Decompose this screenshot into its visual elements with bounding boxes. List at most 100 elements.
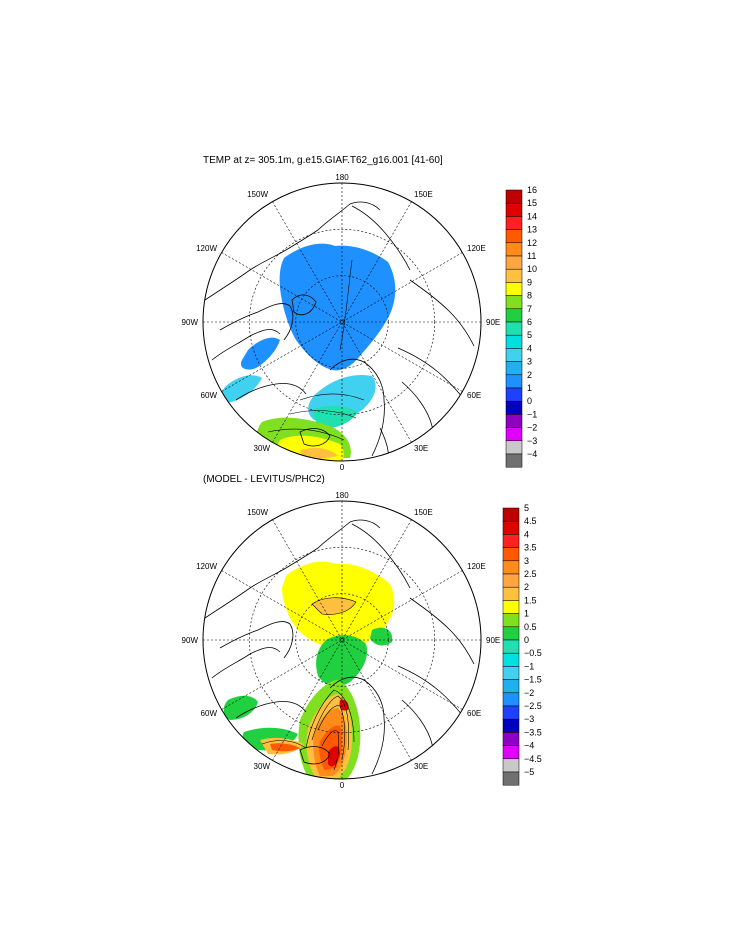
colorbar-swatch (502, 718, 520, 733)
colorbar-tick-label: 2.5 (524, 569, 537, 579)
colorbar-tick-label: 3 (527, 357, 532, 367)
colorbar-swatch (505, 348, 523, 362)
colorbar-swatch (502, 758, 520, 773)
lon-label-60e: 60E (467, 709, 481, 718)
colorbar-tick-label: −2 (527, 423, 537, 433)
colorbar-swatch (505, 255, 523, 270)
panel-2-title: (MODEL - LEVITUS/PHC2) (203, 474, 325, 485)
colorbar-tick-label: 1 (527, 383, 532, 393)
colorbar-tick-label: −4 (524, 741, 534, 751)
coastlines-1 (204, 201, 475, 461)
lon-label-30e: 30E (414, 762, 428, 771)
lon-label-0: 0 (340, 463, 345, 472)
panel-1-title: TEMP at z= 305.1m, g.e15.GIAF.T62_g16.00… (203, 155, 443, 166)
colorbar-tick-label: −3 (527, 436, 537, 446)
lon-label-150e: 150E (414, 190, 433, 199)
colorbar-swatch (502, 771, 520, 786)
lon-label-60e: 60E (467, 391, 481, 400)
colorbar-swatch (505, 400, 523, 415)
colorbar-swatch (502, 679, 520, 694)
colorbar-tick-label: 3.5 (524, 543, 537, 553)
colorbar-swatch (505, 387, 523, 402)
colorbar-tick-label: 7 (527, 304, 532, 314)
lon-label-150w: 150W (247, 190, 268, 199)
lon-label-120w: 120W (196, 562, 217, 571)
colorbar-swatch (505, 361, 523, 376)
lon-label-60w: 60W (201, 391, 218, 400)
colorbar-tick-label: −1 (527, 409, 537, 419)
colorbar-swatch (502, 652, 520, 667)
colorbar-swatch (502, 666, 520, 680)
colorbar-swatch (502, 600, 520, 614)
lon-label-90e: 90E (486, 636, 500, 645)
colorbar-tick-label: 4 (527, 343, 532, 353)
colorbar-tick-label: 13 (527, 225, 537, 235)
colorbar-tick-label: 0.5 (524, 622, 537, 632)
colorbar-swatch (505, 308, 523, 323)
colorbar-tick-label: −1.5 (524, 675, 542, 685)
colorbar-tick-label: 14 (527, 211, 537, 221)
lon-label-150w: 150W (247, 508, 268, 517)
colorbar-swatch (502, 547, 520, 562)
map-border-1 (202, 182, 482, 462)
contours-1 (267, 259, 365, 441)
colorbar-swatch (505, 440, 523, 455)
colorbar-swatch (502, 692, 520, 707)
colorbar-swatch (502, 745, 520, 760)
colorbar-swatch (502, 534, 520, 548)
lon-label-120e: 120E (467, 562, 486, 571)
lon-label-180: 180 (335, 491, 349, 500)
field-fill-2 (223, 561, 395, 779)
colorbar-tick-label: −3.5 (524, 727, 542, 737)
colorbar-swatch (502, 507, 520, 522)
lon-label-120e: 120E (467, 244, 486, 253)
colorbar-tick-label: 4.5 (524, 516, 537, 526)
contours-2 (261, 597, 357, 771)
colorbar-swatch (502, 520, 520, 535)
colorbar-tick-label: 9 (527, 277, 532, 287)
colorbar-tick-label: 5 (524, 503, 529, 513)
colorbar-tick-label: 12 (527, 238, 537, 248)
colorbar-tick-label: 5 (527, 330, 532, 340)
lon-label-30w: 30W (254, 444, 271, 453)
colorbar-swatch (502, 732, 520, 746)
graticule-2 (203, 501, 481, 779)
colorbar-tick-label: 1 (524, 609, 529, 619)
colorbar-swatch (505, 414, 523, 428)
colorbar-tick-label: 4 (524, 529, 529, 539)
colorbar-tick-label: 0 (527, 396, 532, 406)
colorbar-tick-label: 2 (527, 370, 532, 380)
colorbar-swatch (505, 216, 523, 230)
colorbar-tick-label: 0 (524, 635, 529, 645)
lon-label-120w: 120W (196, 244, 217, 253)
colorbar-tick-label: 15 (527, 198, 537, 208)
colorbar-swatch (502, 586, 520, 601)
colorbar-tick-label: −0.5 (524, 648, 542, 658)
colorbar-tick-label: 10 (527, 264, 537, 274)
colorbar-tick-label: 11 (527, 251, 536, 261)
colorbar-swatch (505, 229, 523, 244)
colorbar-swatch (505, 189, 523, 204)
lon-label-180: 180 (335, 173, 349, 182)
colorbar-swatch (505, 202, 523, 217)
colorbar-2: 5 4.5 4 3.5 3 2.5 2 1.5 1 0.5 0 −0.5 −1 −1.5 −2 −2.5 −3 −… (502, 503, 542, 786)
colorbar-tick-label: 6 (527, 317, 532, 327)
colorbar-tick-label: −3 (524, 714, 534, 724)
colorbar-tick-label: 2 (524, 582, 529, 592)
colorbar-swatch (505, 242, 523, 257)
map-panel-1: 180 0 90W 90E 150W 150E 120W 120E 60W 60… (182, 173, 538, 472)
colorbar-swatch (502, 626, 520, 641)
colorbar-tick-label: −1 (524, 661, 534, 671)
colorbar-swatch (502, 705, 520, 720)
colorbar-tick-label: −4 (527, 449, 537, 459)
map-panel-2: 180 0 90W 90E 150W 150E 120W 120E 60W 60… (182, 491, 542, 790)
colorbar-swatch (502, 560, 520, 575)
map-border-2 (202, 500, 482, 780)
graticule-1 (203, 183, 481, 461)
colorbar-tick-label: 1.5 (524, 595, 537, 605)
colorbar-tick-label: 16 (527, 185, 537, 195)
colorbar-swatch (505, 282, 523, 296)
lon-label-90w: 90W (182, 636, 199, 645)
lon-label-90e: 90E (486, 318, 500, 327)
